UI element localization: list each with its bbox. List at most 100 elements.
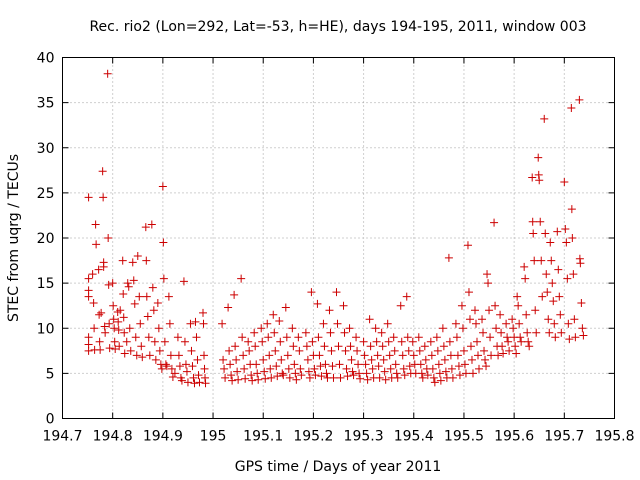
- data-point: [497, 328, 506, 337]
- data-point: [463, 241, 472, 250]
- data-point: [547, 256, 556, 265]
- data-point: [99, 262, 108, 271]
- data-point: [228, 376, 237, 385]
- data-point: [479, 328, 488, 337]
- data-point: [109, 315, 118, 324]
- data-point: [400, 371, 409, 380]
- chart-title: Rec. rio2 (Lon=292, Lat=-53, h=HE), days…: [89, 19, 586, 35]
- data-point: [264, 333, 273, 342]
- data-point: [362, 369, 371, 378]
- data-point: [97, 308, 106, 317]
- data-point: [428, 364, 437, 373]
- data-point: [114, 326, 123, 335]
- data-point: [111, 345, 120, 354]
- data-point: [84, 333, 93, 342]
- x-tick-label: 195.1: [243, 429, 283, 445]
- data-point: [159, 238, 168, 247]
- data-point: [161, 360, 170, 369]
- data-point: [316, 362, 325, 371]
- data-point: [447, 364, 456, 373]
- data-point: [308, 337, 317, 346]
- x-tick-label: 194.8: [93, 429, 133, 445]
- data-point: [397, 337, 406, 346]
- data-point: [522, 310, 531, 319]
- data-point: [363, 375, 372, 384]
- data-point: [436, 376, 445, 385]
- data-point: [345, 324, 354, 333]
- data-point: [347, 355, 356, 364]
- data-point: [191, 317, 200, 326]
- data-point: [466, 342, 475, 351]
- data-point: [150, 337, 159, 346]
- data-point: [329, 373, 338, 382]
- data-point: [194, 371, 203, 380]
- data-point: [537, 256, 546, 265]
- data-point: [478, 315, 487, 324]
- data-point: [396, 301, 405, 310]
- data-point: [186, 319, 195, 328]
- data-point: [570, 315, 579, 324]
- data-point: [555, 292, 564, 301]
- data-point: [118, 256, 127, 265]
- data-point: [283, 351, 292, 360]
- data-point: [115, 342, 124, 351]
- data-point: [187, 346, 196, 355]
- data-point: [423, 371, 432, 380]
- x-tick-label: 194.9: [143, 429, 183, 445]
- data-point: [148, 283, 157, 292]
- data-point: [260, 367, 269, 376]
- data-point: [138, 353, 147, 362]
- data-point: [492, 324, 501, 333]
- data-point: [167, 364, 176, 373]
- data-point: [244, 337, 253, 346]
- data-point: [383, 319, 392, 328]
- data-point: [353, 346, 362, 355]
- data-point: [542, 270, 551, 279]
- data-point: [174, 351, 183, 360]
- data-point: [517, 337, 526, 346]
- data-point: [95, 310, 104, 319]
- data-point: [553, 227, 562, 236]
- data-point: [360, 351, 369, 360]
- data-point: [427, 351, 436, 360]
- data-point: [490, 218, 499, 227]
- data-point: [289, 342, 298, 351]
- data-point: [199, 308, 208, 317]
- y-tick-label: 20: [37, 231, 55, 247]
- data-point: [459, 346, 468, 355]
- data-point: [266, 364, 275, 373]
- data-point: [567, 205, 576, 214]
- data-point: [367, 355, 376, 364]
- data-point: [534, 153, 543, 162]
- data-point: [398, 351, 407, 360]
- data-point: [317, 372, 326, 381]
- data-point: [374, 362, 383, 371]
- data-point: [257, 324, 266, 333]
- data-point: [104, 280, 113, 289]
- data-point: [321, 360, 330, 369]
- data-point: [95, 337, 104, 346]
- data-point: [173, 333, 182, 342]
- data-point: [404, 346, 413, 355]
- data-point: [523, 328, 532, 337]
- data-point: [368, 364, 377, 373]
- data-point: [548, 279, 557, 288]
- data-point: [157, 364, 166, 373]
- data-point: [416, 360, 425, 369]
- data-point: [116, 306, 125, 315]
- data-point: [247, 371, 256, 380]
- data-point: [384, 337, 393, 346]
- data-point: [433, 346, 442, 355]
- data-point: [335, 360, 344, 369]
- data-point: [193, 355, 202, 364]
- data-point: [377, 328, 386, 337]
- x-tick-label: 195.3: [344, 429, 384, 445]
- data-point: [333, 319, 342, 328]
- data-point: [168, 372, 177, 381]
- data-point: [136, 319, 145, 328]
- data-point: [467, 355, 476, 364]
- plot-frame: [62, 57, 615, 419]
- data-point: [263, 319, 272, 328]
- x-tick-label: 195.2: [293, 429, 333, 445]
- data-point: [346, 342, 355, 351]
